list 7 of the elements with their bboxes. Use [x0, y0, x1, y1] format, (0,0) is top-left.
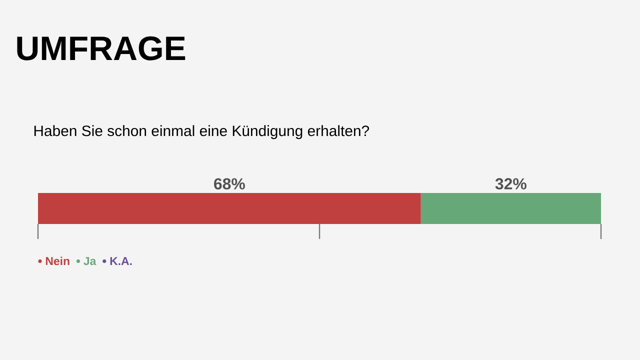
chart-title: UMFRAGE — [17, 36, 186, 60]
legend-label: Ja — [84, 257, 96, 266]
legend-label: K.A. — [110, 257, 132, 265]
data-label: 32% — [495, 178, 526, 190]
legend-label: Nein — [46, 256, 70, 266]
chart-subtitle: Haben Sie schon einmal eine Kündigung erhalten? — [34, 125, 370, 140]
data-label: 68% — [214, 178, 245, 190]
